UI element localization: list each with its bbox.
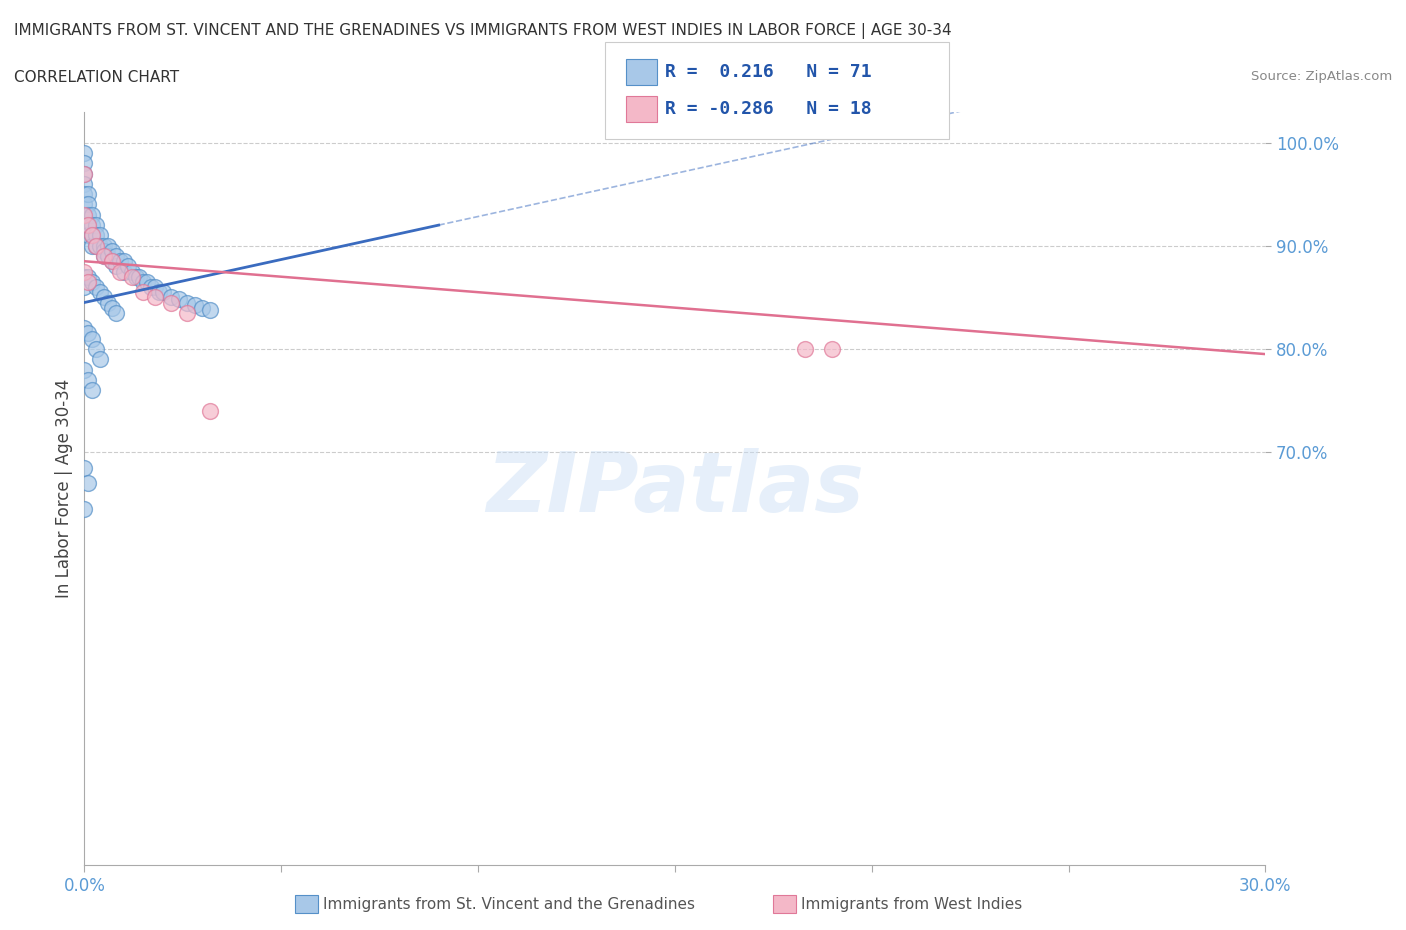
Point (793, 341, 815, 356)
Point (77, 270, 100, 285)
Text: R = -0.286   N = 18: R = -0.286 N = 18 (665, 100, 872, 118)
Point (82, 228, 104, 243)
Point (821, 341, 844, 356)
Point (112, 264, 135, 279)
Point (77, 207, 100, 222)
Point (160, 290, 183, 305)
Point (93, 290, 115, 305)
Point (82, 331, 104, 346)
Point (183, 297, 205, 312)
Point (82, 383, 104, 398)
Point (77, 326, 100, 341)
Point (73, 145, 96, 160)
Point (117, 259, 139, 273)
Point (112, 254, 135, 269)
Point (132, 274, 155, 289)
Point (73, 460, 96, 475)
Point (200, 404, 222, 418)
Point (73, 197, 96, 212)
Point (84, 238, 107, 253)
Point (108, 254, 131, 269)
Point (124, 270, 146, 285)
Point (191, 300, 214, 315)
Point (101, 254, 124, 269)
Point (176, 305, 198, 320)
Point (82, 238, 104, 253)
Point (97, 238, 120, 253)
Point (77, 218, 100, 232)
Point (84, 228, 107, 243)
Point (93, 248, 115, 263)
Point (101, 254, 124, 269)
Point (101, 244, 124, 259)
Point (97, 295, 120, 310)
Point (73, 166, 96, 181)
Point (121, 264, 143, 279)
Point (89, 352, 111, 366)
Point (73, 280, 96, 295)
Text: Immigrants from St. Vincent and the Grenadines: Immigrants from St. Vincent and the Gren… (323, 897, 696, 912)
Text: IMMIGRANTS FROM ST. VINCENT AND THE GRENADINES VS IMMIGRANTS FROM WEST INDIES IN: IMMIGRANTS FROM ST. VINCENT AND THE GREN… (14, 23, 952, 39)
Point (167, 292, 190, 307)
Point (73, 177, 96, 192)
Point (77, 475, 100, 490)
Point (143, 280, 166, 295)
Point (73, 187, 96, 202)
Point (73, 501, 96, 516)
Point (73, 207, 96, 222)
Text: Immigrants from West Indies: Immigrants from West Indies (801, 897, 1022, 912)
Point (104, 305, 127, 320)
Point (73, 270, 96, 285)
Point (77, 372, 100, 387)
Point (108, 264, 131, 279)
Point (77, 197, 100, 212)
Point (84, 280, 107, 295)
Text: ZIPatlas: ZIPatlas (486, 447, 863, 529)
Point (93, 248, 115, 263)
Point (200, 302, 222, 317)
Point (82, 274, 104, 289)
Point (89, 228, 111, 243)
Point (73, 362, 96, 377)
Y-axis label: In Labor Force | Age 30-34: In Labor Force | Age 30-34 (55, 379, 73, 598)
Point (77, 274, 100, 289)
Point (84, 238, 107, 253)
Point (101, 300, 124, 315)
Point (73, 155, 96, 170)
Point (93, 244, 115, 259)
Point (89, 238, 111, 253)
Point (141, 280, 163, 295)
Point (148, 285, 170, 299)
Point (136, 274, 159, 289)
Text: Source: ZipAtlas.com: Source: ZipAtlas.com (1251, 70, 1392, 83)
Point (89, 285, 111, 299)
Text: CORRELATION CHART: CORRELATION CHART (14, 70, 179, 85)
Point (77, 218, 100, 232)
Point (104, 259, 127, 273)
Point (73, 166, 96, 181)
Point (143, 290, 166, 305)
Point (97, 248, 120, 263)
Point (77, 187, 100, 202)
Point (152, 285, 174, 299)
Point (93, 238, 115, 253)
Point (84, 341, 107, 356)
Point (176, 295, 198, 310)
Text: R =  0.216   N = 71: R = 0.216 N = 71 (665, 62, 872, 81)
Point (132, 285, 155, 299)
Point (82, 218, 104, 232)
Point (73, 264, 96, 279)
Point (82, 228, 104, 243)
Point (160, 295, 183, 310)
Point (128, 270, 150, 285)
Point (77, 228, 100, 243)
Point (82, 207, 104, 222)
Point (84, 218, 107, 232)
Point (104, 248, 127, 263)
Point (73, 321, 96, 336)
Point (121, 270, 143, 285)
